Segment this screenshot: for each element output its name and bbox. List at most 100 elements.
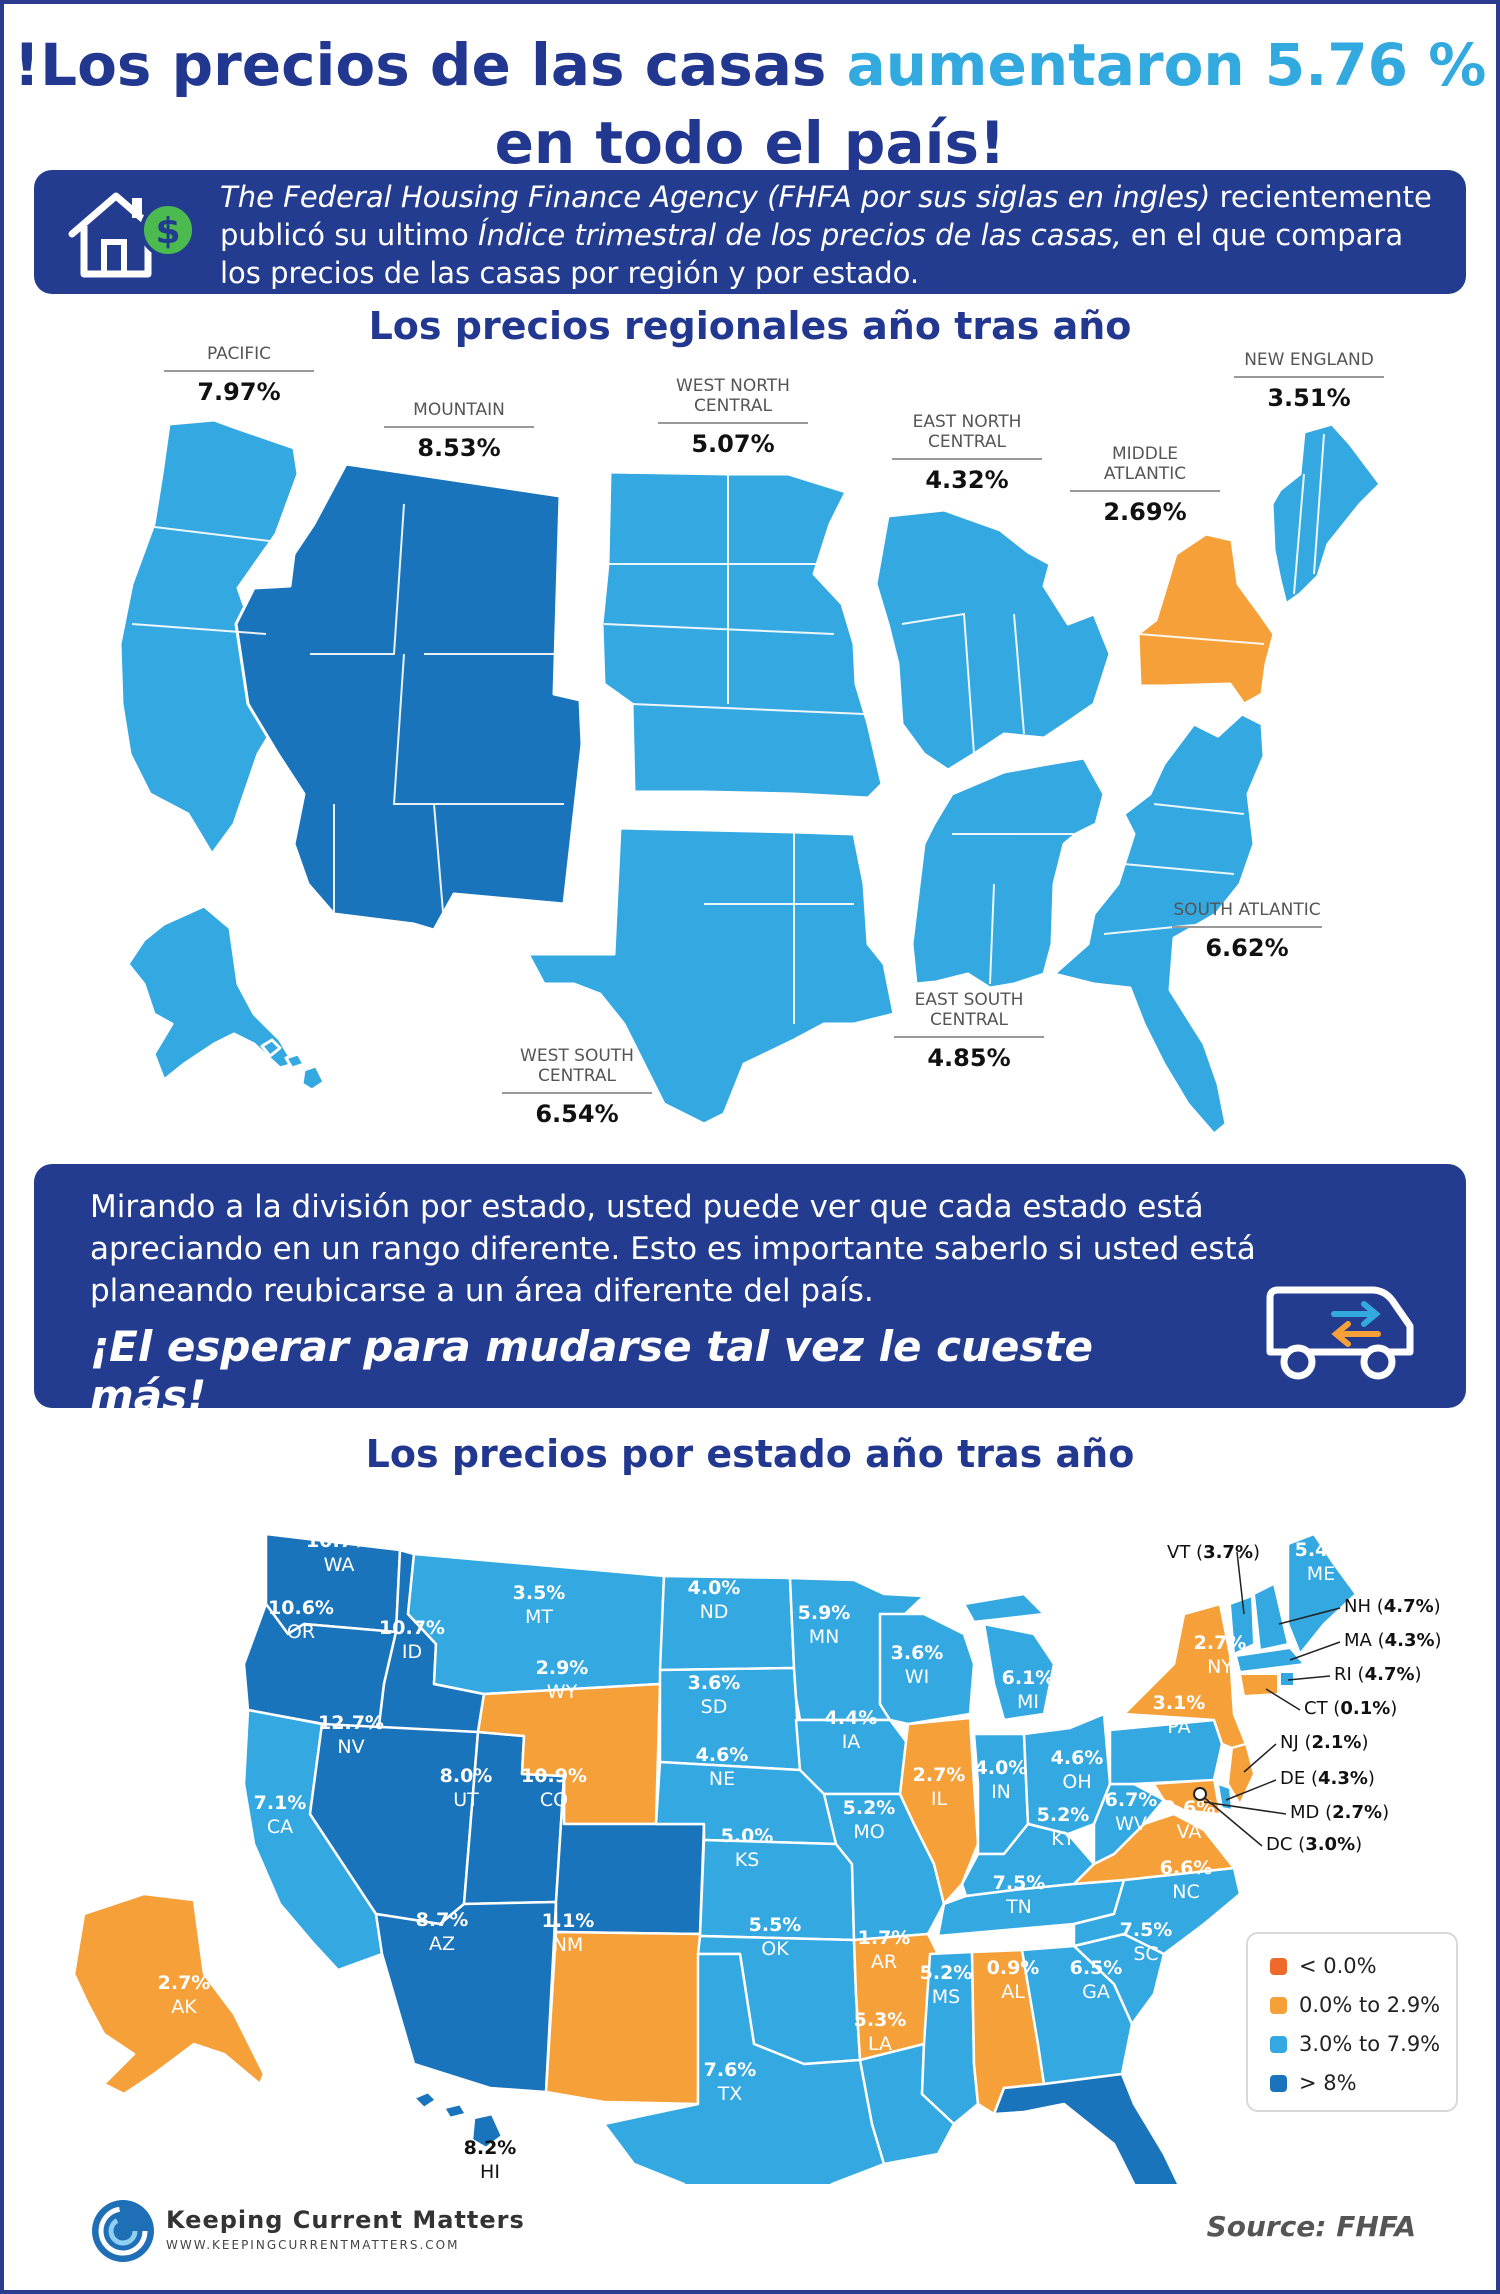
region-value: 6.54% [535, 1100, 619, 1128]
page-title: !Los precios de las casas aumentaron 5.7… [4, 26, 1496, 182]
region-value: 3.51% [1267, 384, 1351, 412]
region-label: MOUNTAIN 8.53% [384, 400, 534, 462]
callout-paren: ) [1361, 1732, 1369, 1753]
moving-van-icon [1266, 1286, 1414, 1380]
regional-map-shapes [118, 418, 1382, 1136]
state-label: 3.5% MT [513, 1582, 566, 1628]
legend-swatch [1270, 1958, 1287, 1975]
state-abbr: SD [701, 1696, 728, 1718]
region-label: PACIFIC 7.97% [164, 344, 314, 406]
state-abbr: TX [717, 2083, 743, 2105]
state-abbr: WY [547, 1681, 578, 1703]
state-label: 3.6% WI [891, 1642, 944, 1688]
state-shape-de [1216, 1782, 1234, 1812]
state-label: 10.9% CO [521, 1765, 587, 1811]
callout-paren: ) [1382, 1802, 1390, 1823]
state-label: 2.7% NY [1194, 1632, 1247, 1678]
state-label: 8.0% UT [440, 1765, 493, 1811]
state-label: 1.1% NM [542, 1910, 595, 1956]
region-alaska-shape [126, 904, 296, 1082]
callout-leader-line [1289, 1641, 1341, 1661]
legend-label: 0.0% to 2.9% [1299, 1993, 1441, 2017]
state-callout: CT (0.1%) [1304, 1698, 1397, 1719]
region-label: SOUTH ATLANTIC 6.62% [1172, 900, 1322, 962]
state-abbr: NV [337, 1736, 364, 1758]
callout-paren: ( [1292, 1834, 1306, 1855]
region-value: 8.53% [417, 434, 501, 462]
state-abbr: AK [171, 1996, 197, 2018]
intro-italic-2: Índice trimestral de los precios de las … [478, 218, 1122, 252]
state-label: 4.0% IN [975, 1757, 1028, 1803]
callout-leader-line [1199, 1793, 1263, 1847]
state-value: 8.0% [440, 1765, 493, 1787]
state-shape-nc [1072, 1866, 1242, 1956]
state-value: 4.6% [696, 1744, 749, 1766]
intro-text-2: en el que compara los precios de las cas… [220, 218, 1404, 290]
state-label: 10.7% ID [379, 1617, 445, 1663]
state-abbr: WI [905, 1666, 929, 1688]
region-label: EAST NORTH CENTRAL 4.32% [892, 412, 1042, 494]
state-label: 2.9% WY [536, 1657, 589, 1703]
kcm-logo-icon [92, 2200, 154, 2262]
state-abbr: NC [1172, 1881, 1199, 1903]
state-value: 10.6% [268, 1597, 334, 1619]
state-shape-il [898, 1716, 980, 1906]
legend-label: > 8% [1299, 2071, 1357, 2095]
state-value: 7.5% [1120, 1919, 1173, 1941]
callout-paren: ) [1367, 1768, 1375, 1789]
intro-banner: $ The Federal Housing Finance Agency (FH… [34, 170, 1466, 294]
regional-title: Los precios regionales año tras año [368, 304, 1132, 348]
region-value: 4.32% [925, 466, 1009, 494]
state-abbr: VA [1177, 1821, 1202, 1843]
state-value: 3.6% [688, 1672, 741, 1694]
state-abbr: FL [1146, 2099, 1168, 2121]
state-value: 6.6% [1160, 1857, 1213, 1879]
state-shape-hi [412, 2090, 504, 2150]
callout-abbr: CT [1304, 1698, 1328, 1719]
region-value: 4.85% [927, 1044, 1011, 1072]
callout-value: 2.1% [1311, 1732, 1362, 1753]
callout-paren: ) [1434, 1630, 1442, 1651]
moving-banner: Mirando a la división por estado, usted … [34, 1164, 1466, 1420]
callout-paren: ) [1252, 1542, 1261, 1563]
state-label: 4.4% IA [825, 1707, 878, 1753]
region-wnc-shape [600, 470, 884, 800]
state-value: 5.2% [843, 1797, 896, 1819]
callout-leader-line [1265, 1688, 1301, 1711]
region-label: WEST SOUTH CENTRAL 6.54% [502, 1046, 652, 1128]
callout-abbr: DE [1280, 1768, 1306, 1789]
state-shape-ak [72, 1892, 266, 2096]
callout-paren: ( [1351, 1664, 1365, 1685]
state-abbr: HI [480, 2161, 500, 2183]
callout-value: 4.3% [1317, 1768, 1368, 1789]
state-label: 2.6% VA [1163, 1797, 1216, 1843]
callout-leader-line [1225, 1779, 1277, 1801]
state-value: 3.5% [513, 1582, 566, 1604]
state-abbr: ID [402, 1641, 422, 1663]
callout-paren: ( [1327, 1698, 1341, 1719]
title-part3: en todo el país! [494, 109, 1006, 177]
region-esc-shape [910, 756, 1106, 990]
state-abbr: IL [931, 1788, 948, 1810]
state-label: 8.7% AZ [416, 1909, 469, 1955]
callout-paren: ( [1305, 1768, 1318, 1789]
state-label: 5.2% MS [920, 1962, 973, 2008]
state-value: 7.6% [704, 2059, 757, 2081]
legend-swatch [1270, 2036, 1287, 2053]
region-label: EAST SOUTH CENTRAL 4.85% [894, 990, 1044, 1072]
state-label: 7.1% CA [254, 1792, 307, 1838]
state-label: 4.6% OH [1051, 1747, 1104, 1793]
callout-value: 4.7% [1364, 1664, 1415, 1685]
state-abbr: ME [1307, 1563, 1335, 1585]
region-name: EAST NORTH CENTRAL [892, 412, 1042, 460]
callout-leader-line [1287, 1675, 1331, 1681]
state-callout: NJ (2.1%) [1280, 1732, 1368, 1753]
title-part1: !Los precios de las casas [13, 31, 827, 99]
state-value: 5.3% [854, 2009, 907, 2031]
region-name: SOUTH ATLANTIC [1172, 900, 1322, 928]
state-value: 1.1% [542, 1910, 595, 1932]
state-label: 4.6% NE [696, 1744, 749, 1790]
callout-abbr: MD [1290, 1802, 1320, 1823]
state-abbr: IN [991, 1781, 1011, 1803]
